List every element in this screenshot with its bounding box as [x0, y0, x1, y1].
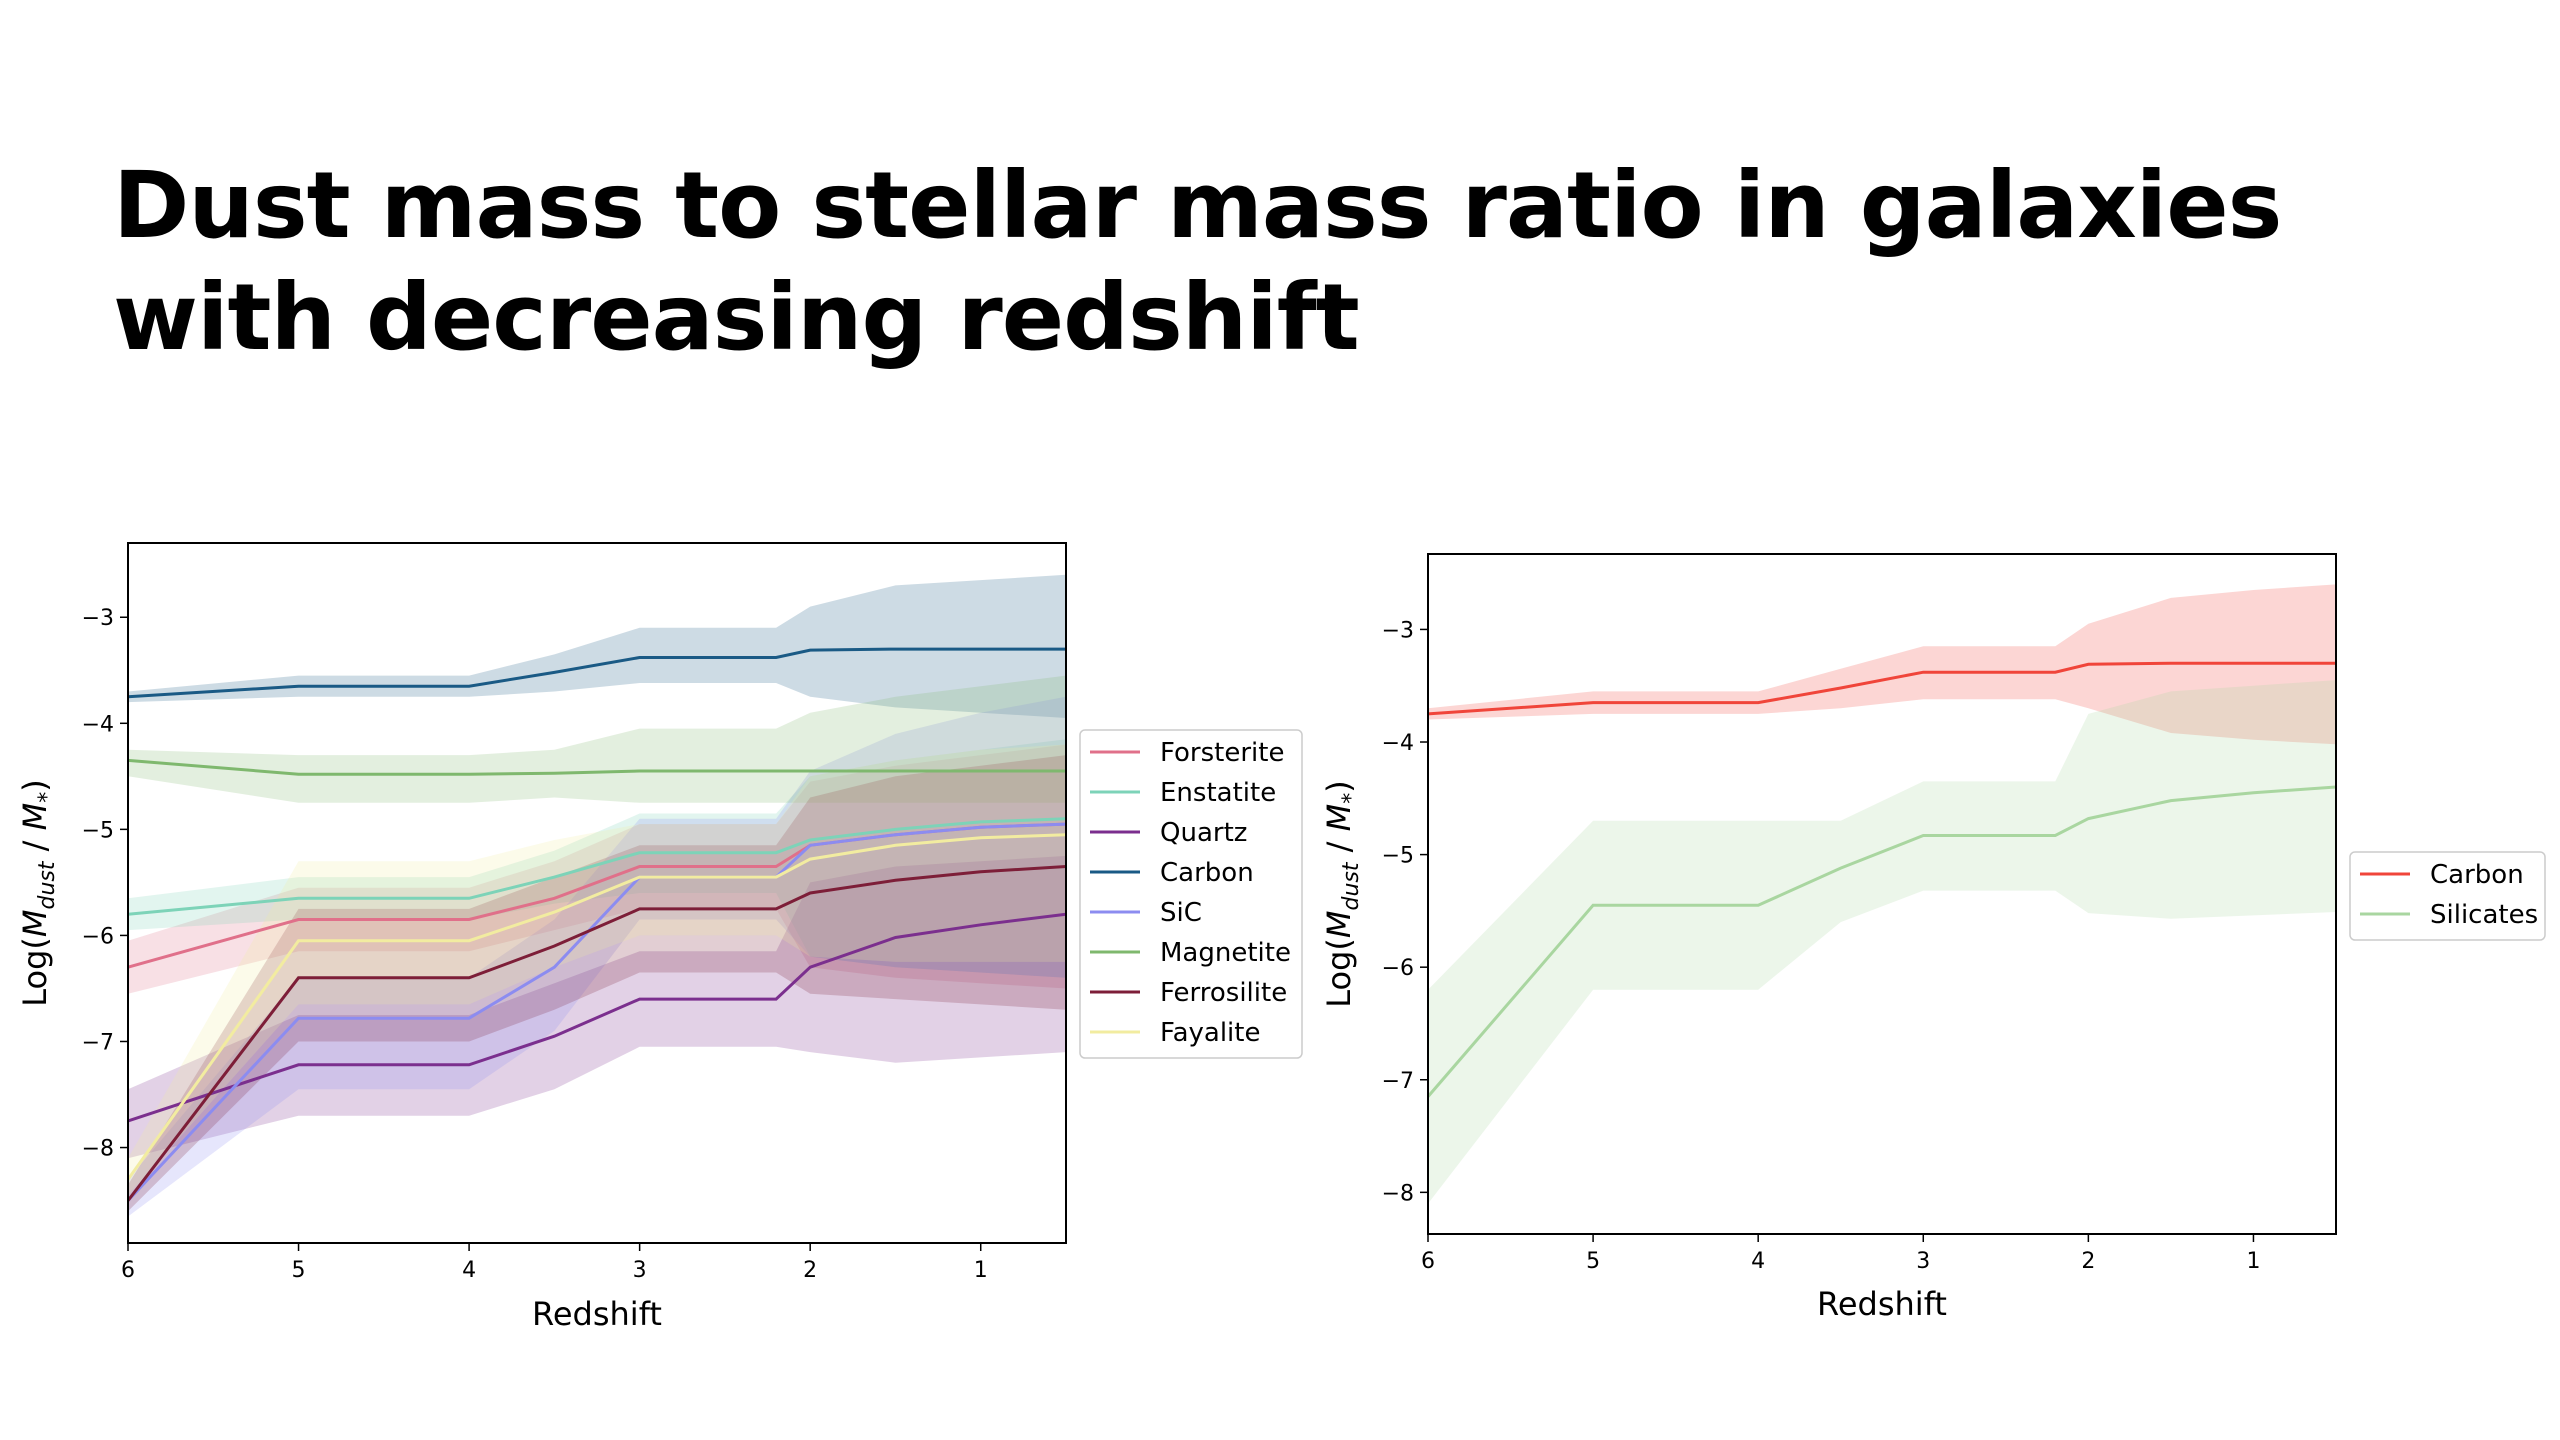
x-tick-label: 2: [803, 1258, 817, 1283]
legend-label-forsterite: Forsterite: [1160, 738, 1284, 768]
legend-label-enstatite: Enstatite: [1160, 778, 1276, 808]
x-tick-label: 5: [292, 1258, 306, 1283]
y-tick-label: −5: [82, 818, 114, 843]
carbon-silicates-chart: 6 5 4 3 2 1 −3 −4 −5 −6 −7 −8 Redshift Log(Mdust /…: [1320, 553, 2546, 1323]
series-line-carbon: [1428, 661, 2336, 716]
y-axis-label: Log(Mdust / M*): [1320, 780, 1364, 1007]
x-axis-label: Redshift: [532, 1295, 662, 1333]
band-silicates: [1428, 680, 2336, 1204]
legend-label-silicates: Silicates: [2430, 900, 2538, 930]
x-axis-label: Redshift: [1817, 1285, 1947, 1323]
x-tick-label: 6: [121, 1258, 135, 1283]
band-ferrosilite: [128, 755, 1066, 1212]
band-fayalite: [128, 744, 1066, 1196]
legend-label-carbon: Carbon: [1160, 858, 1254, 888]
y-tick-label: −8: [82, 1137, 114, 1162]
y-tick-label: −8: [1382, 1181, 1414, 1206]
legend-label-carbon: Carbon: [2430, 860, 2524, 890]
y-tick-label: −3: [82, 606, 114, 631]
x-tick-label: 3: [633, 1258, 647, 1283]
series-line-ferrosilite: [128, 865, 1066, 1202]
x-tick-label: 4: [1751, 1249, 1765, 1274]
band-carbon: [1428, 584, 2336, 745]
y-tick-label: −4: [1382, 731, 1414, 756]
legend-label-fayalite: Fayalite: [1160, 1018, 1260, 1048]
series-line-silicates: [1428, 785, 2336, 1098]
band-forsterite: [128, 744, 1066, 994]
legend-label-sic: SiC: [1160, 898, 1202, 928]
series-line-fayalite: [128, 833, 1066, 1181]
x-tick-label: 2: [2081, 1249, 2095, 1274]
y-tick-label: −5: [1382, 844, 1414, 869]
legend-box: [1079, 729, 1303, 1059]
legend: Forsterite Enstatite Quartz Carbon SiC Magnet…: [1079, 729, 1303, 1059]
dust-species-chart: 6 5 4 3 2 1 −3 −4 −5 −6 −7 −8 Redshift Log(Mdust /…: [16, 542, 1303, 1333]
legend-label-ferrosilite: Ferrosilite: [1160, 978, 1287, 1008]
band-quartz: [128, 855, 1066, 1159]
band-carbon: [128, 574, 1066, 718]
y-tick-label: −7: [82, 1030, 114, 1055]
x-tick-label: 5: [1586, 1249, 1600, 1274]
legend: Carbon Silicates: [2349, 851, 2546, 941]
x-tick-label: 6: [1421, 1249, 1435, 1274]
series-line-carbon: [128, 647, 1066, 699]
legend-label-quartz: Quartz: [1160, 818, 1247, 848]
y-tick-label: −7: [1382, 1069, 1414, 1094]
plot-frame: [1427, 553, 2337, 1235]
x-tick-label: 1: [2246, 1249, 2260, 1274]
series-line-magnetite: [128, 758, 1066, 776]
y-axis-label: Log(Mdust / M*): [16, 779, 60, 1006]
plot-frame: [127, 542, 1067, 1244]
series-line-quartz: [128, 912, 1066, 1123]
x-tick-label: 1: [974, 1258, 988, 1283]
y-tick-label: −6: [1382, 956, 1414, 981]
y-tick-label: −4: [82, 712, 114, 737]
legend-label-magnetite: Magnetite: [1160, 938, 1291, 968]
y-tick-label: −3: [1382, 618, 1414, 643]
x-tick-label: 4: [462, 1258, 476, 1283]
x-tick-label: 3: [1916, 1249, 1930, 1274]
y-tick-label: −6: [82, 924, 114, 949]
series-line-enstatite: [128, 817, 1066, 916]
band-sic: [128, 696, 1066, 1217]
slide-title: Dust mass to stellar mass ratio in galax…: [113, 152, 2282, 371]
